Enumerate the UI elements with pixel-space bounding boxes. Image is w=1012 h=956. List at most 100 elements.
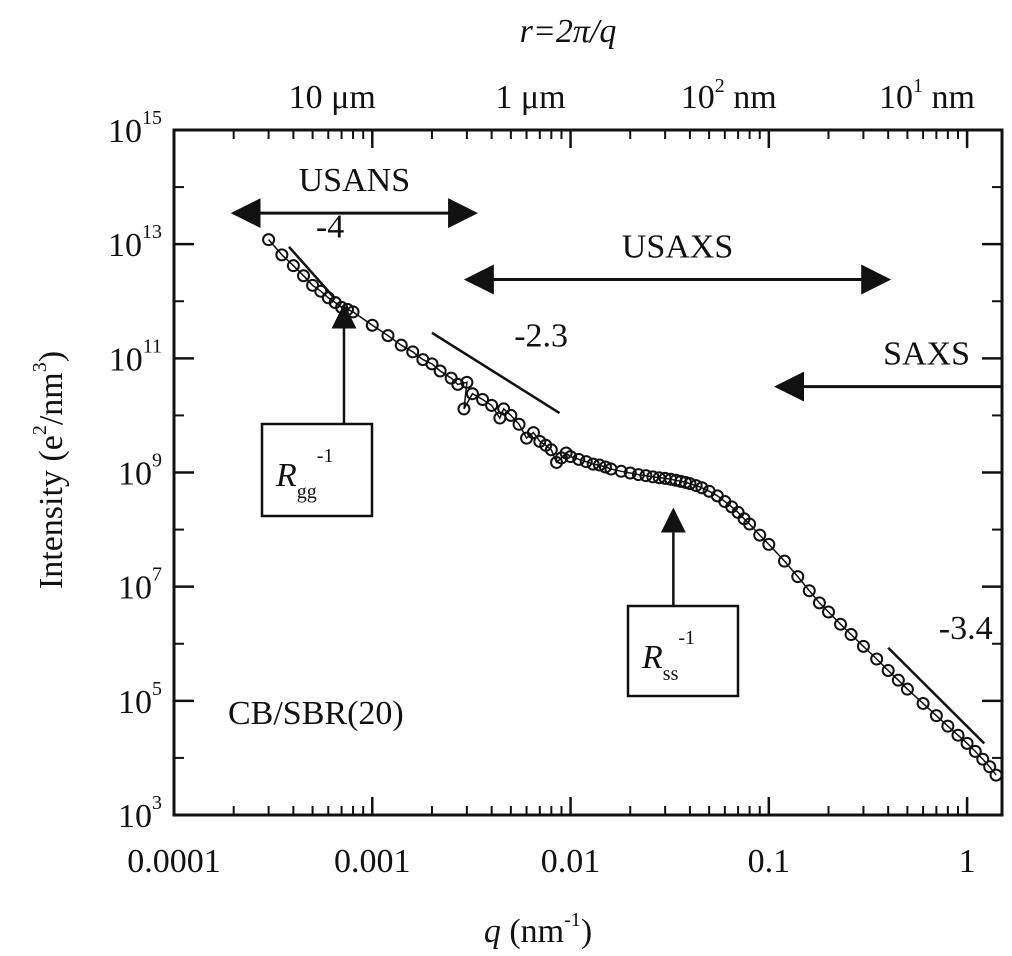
y-tick-base: 10 [109, 341, 143, 378]
data-point [762, 537, 776, 551]
data-point [631, 468, 645, 482]
data-point [406, 345, 420, 359]
data-point [593, 458, 607, 472]
data-point [457, 402, 471, 416]
top-tick-unit: nm [725, 79, 777, 116]
data-point [960, 736, 974, 750]
data-point [856, 639, 870, 653]
marker-symbol: R [275, 457, 297, 494]
y-tick-exp: 13 [142, 221, 162, 243]
technique-ranges: USANS USAXS SAXS [230, 162, 1002, 402]
y-tick-label: 1013 [108, 221, 162, 264]
y-tick-base: 10 [118, 684, 152, 721]
top-tick-label: 10 μm [289, 79, 376, 116]
x-axis-close: ) [581, 913, 592, 950]
top-tick-base: 10 [879, 79, 913, 116]
marker-symbol: R [641, 639, 663, 676]
slope-line [288, 245, 337, 300]
y-axis-exp1: 2 [29, 425, 51, 435]
data-point [451, 377, 465, 391]
data-point [951, 728, 965, 742]
data-point [916, 696, 930, 710]
data-point [976, 752, 990, 766]
slope-line [887, 646, 986, 745]
marker-superscript: -1 [317, 445, 334, 467]
y-axis-title: Intensity (e2/nm3) [29, 351, 70, 589]
data-point [891, 673, 905, 687]
marker-subscript: gg [297, 481, 317, 503]
x-tick-label: 0.1 [748, 843, 791, 880]
x-tick-label: 0.001 [334, 843, 411, 880]
data-point [365, 318, 379, 332]
data-point [460, 375, 474, 389]
data-point [297, 269, 311, 283]
y-tick-label: 105 [118, 678, 162, 721]
data-point [433, 364, 447, 378]
data-point [743, 517, 757, 531]
y-tick-exp: 5 [152, 678, 162, 700]
data-point [646, 470, 660, 484]
data-point [275, 248, 289, 262]
data-point [526, 426, 540, 440]
x-tick-label: 0.01 [541, 843, 601, 880]
y-axis-exp2: 3 [29, 362, 51, 372]
data-point [381, 329, 395, 343]
data-point [465, 387, 479, 401]
y-tick-label: 107 [118, 564, 162, 607]
y-tick-exp: 9 [152, 450, 162, 472]
y-tick-label: 1011 [109, 335, 162, 378]
y-tick-base: 10 [118, 570, 152, 607]
range-label: SAXS [883, 336, 970, 373]
marker-superscript: -1 [678, 627, 695, 649]
top-axis-title: r=2π/q [520, 13, 617, 50]
data-point [485, 398, 499, 412]
y-tick-base: 10 [108, 113, 142, 150]
y-axis-title-mid: /nm [33, 372, 70, 425]
data-point [544, 443, 558, 457]
y-tick-base: 10 [118, 456, 152, 493]
data-point [968, 744, 982, 758]
data-point [689, 479, 703, 493]
range-label: USANS [299, 162, 410, 199]
y-axis-title-pre: Intensity (e [33, 435, 70, 589]
y-tick-exp: 15 [142, 107, 162, 129]
data-point [881, 663, 895, 677]
data-point [834, 617, 848, 631]
marker-label: Rss -1 [641, 627, 695, 685]
y-tick-base: 10 [118, 798, 152, 835]
data-point [504, 408, 518, 422]
data-point [425, 357, 439, 371]
data-point [614, 464, 628, 478]
data-point [683, 477, 697, 491]
data-point [623, 466, 637, 480]
data-point [983, 760, 997, 774]
data-point [497, 402, 511, 416]
x-axis-var: q [484, 913, 501, 950]
marker-box [626, 604, 740, 698]
y-tick-exp: 3 [152, 792, 162, 814]
data-point [286, 259, 300, 273]
top-tick-label: 101 nm [879, 75, 975, 116]
slope-label: -3.4 [939, 610, 993, 647]
y-tick-exp: 11 [143, 335, 162, 357]
data-point [564, 450, 578, 464]
top-tick-label: 102 nm [681, 75, 777, 116]
y-tick-label: 103 [118, 792, 162, 835]
data-point [778, 554, 792, 568]
slope-label: -2.3 [514, 318, 568, 355]
data-point [695, 481, 709, 495]
data-point [812, 596, 826, 610]
y-tick-exp: 7 [152, 564, 162, 586]
tick-labels: 0.0001 0.001 0.01 0.1 1103105107109101110131… [108, 75, 976, 880]
data-point [476, 393, 490, 407]
data-point [753, 528, 767, 542]
marker-label: Rgg-1 [275, 445, 333, 503]
data-point [941, 719, 955, 733]
data-point [802, 584, 816, 598]
y-tick-label: 109 [118, 450, 162, 493]
data-point [512, 417, 526, 431]
plot-frame [172, 128, 1004, 817]
data-point [870, 652, 884, 666]
